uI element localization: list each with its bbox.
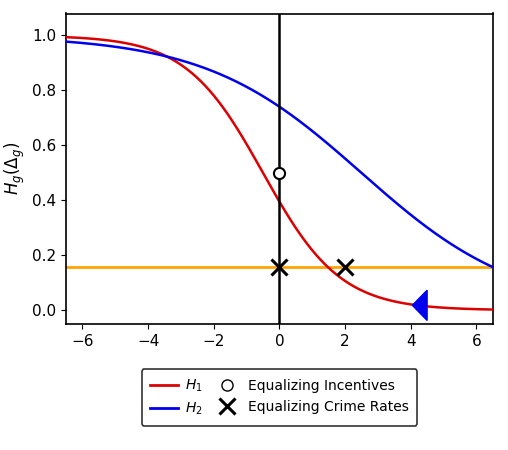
- Polygon shape: [412, 290, 427, 320]
- Legend: $H_1$, $H_2$, Equalizing Incentives, Equalizing Crime Rates: $H_1$, $H_2$, Equalizing Incentives, Equ…: [142, 369, 417, 426]
- Y-axis label: $H_g(\Delta_g)$: $H_g(\Delta_g)$: [3, 142, 26, 195]
